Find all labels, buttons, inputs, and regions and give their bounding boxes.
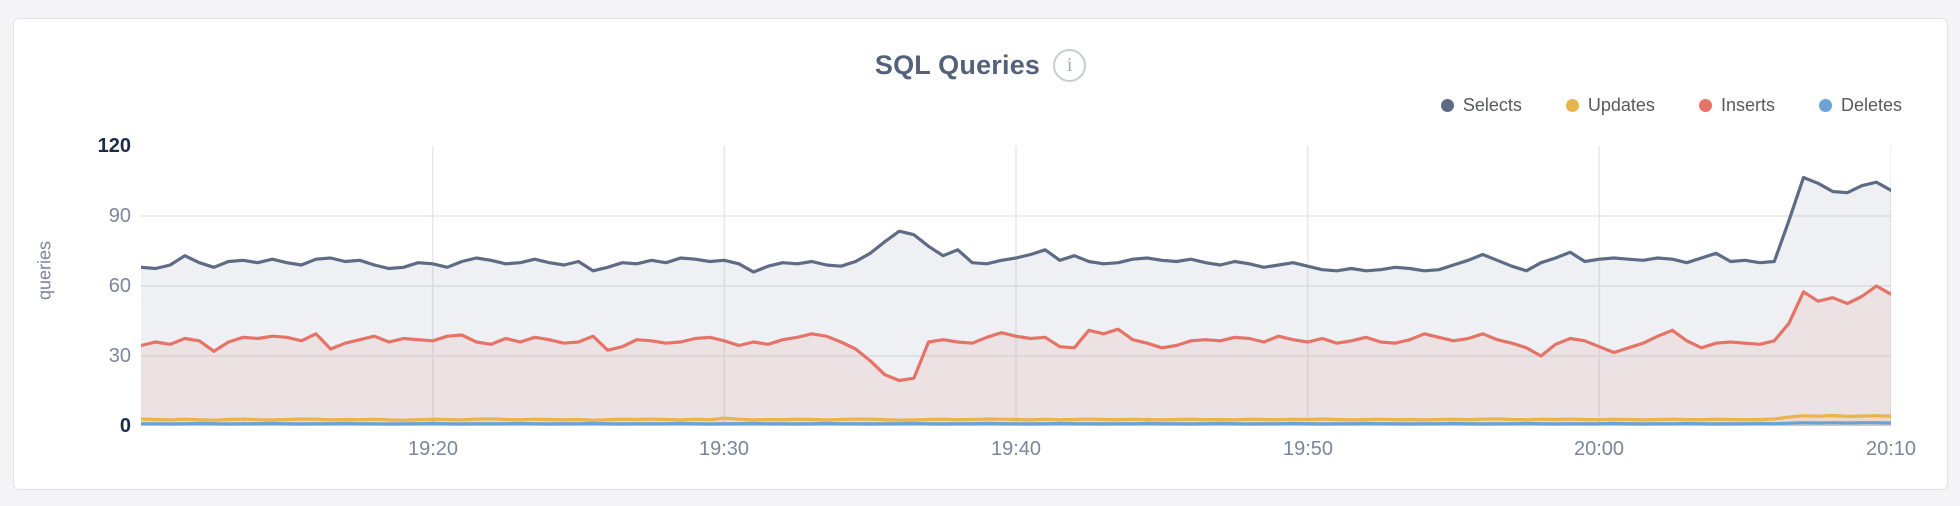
legend-dot-selects-icon: [1440, 99, 1454, 112]
y-tick-30: 30: [108, 345, 131, 367]
x-tick-1920: 19:20: [407, 438, 459, 460]
series-area-selects: [141, 177, 1891, 426]
x-tick-1950: 19:50: [1282, 438, 1334, 460]
legend-dot-inserts-icon: [1698, 99, 1712, 112]
y-tick-120: 120: [97, 135, 131, 157]
series-line-selects: [141, 175, 1891, 274]
series-line-inserts: [141, 284, 1891, 383]
chart-title: SQL Queries: [874, 49, 1041, 80]
legend-label-inserts: Inserts: [1720, 95, 1775, 115]
y-tick-60: 60: [108, 275, 131, 297]
series-line-deletes: [141, 421, 1891, 426]
y-tick-90: 90: [108, 205, 131, 227]
x-tick-2000: 20:00: [1573, 438, 1625, 460]
title-row: SQL Queries i: [14, 47, 1947, 83]
legend-item-updates[interactable]: Updates: [1565, 95, 1655, 116]
series-area-inserts: [141, 286, 1891, 426]
chart-card: SQL Queries i Selects Updates Inserts De…: [13, 18, 1948, 490]
legend-label-updates: Updates: [1587, 95, 1655, 115]
plot-area: [141, 146, 1891, 426]
legend-item-selects[interactable]: Selects: [1440, 95, 1522, 116]
y-tick-0: 0: [119, 415, 131, 437]
chart-canvas: [141, 146, 1891, 426]
legend-item-inserts[interactable]: Inserts: [1698, 95, 1775, 116]
info-icon[interactable]: i: [1053, 48, 1087, 82]
legend-dot-updates-icon: [1565, 99, 1579, 112]
x-tick-2010: 20:10: [1865, 438, 1917, 460]
x-tick-1930: 19:30: [698, 438, 750, 460]
x-tick-1940: 19:40: [990, 438, 1042, 460]
legend-dot-deletes-icon: [1818, 99, 1832, 112]
legend: Selects Updates Inserts Deletes: [1440, 95, 1902, 116]
legend-item-deletes[interactable]: Deletes: [1818, 95, 1902, 116]
legend-label-deletes: Deletes: [1840, 95, 1902, 115]
legend-label-selects: Selects: [1462, 95, 1522, 115]
series-line-updates: [141, 413, 1891, 422]
